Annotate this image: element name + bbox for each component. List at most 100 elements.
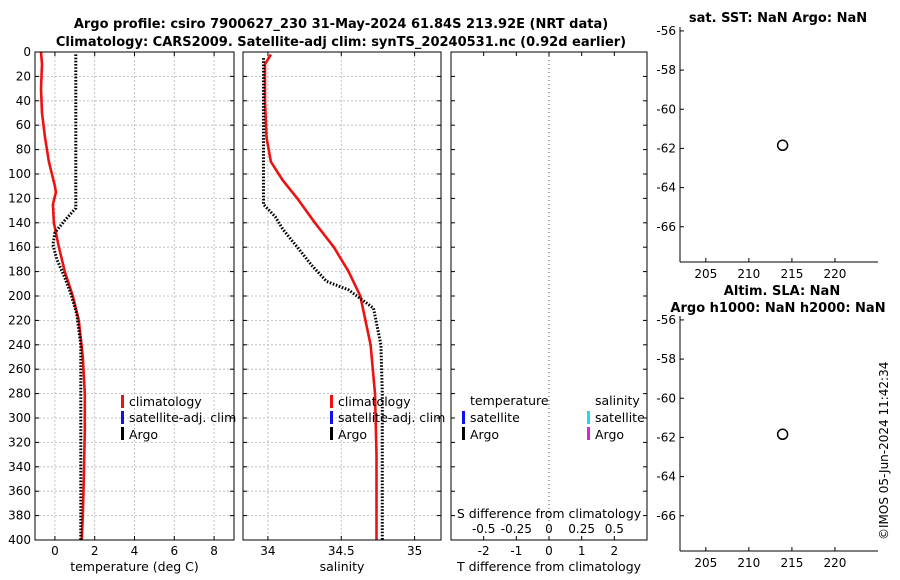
legend-climatology-swatch [121,395,124,408]
top-tick-label: -0.25 [501,522,532,536]
legend-sal-satellite-swatch [587,411,590,424]
map-area [680,316,878,551]
legend-satellite-swatch [121,411,124,424]
map-y-tick-label: -56 [656,24,676,38]
salinity-panel: 34 34.5 35 salinity [242,51,442,574]
legend-argo-label: Argo [338,427,367,442]
top-tick-label: 0 [545,522,553,536]
map-x-tick-label: 220 [824,556,847,570]
map-y-tick-label: -60 [656,102,676,116]
sla-map-title-line1: Altim. SLA: NaN [724,284,840,299]
difference-panel: -2 -1 0 1 2T difference from climatology S di… [450,51,648,574]
legend-satellite-swatch [330,411,333,424]
map-y-tick-label: -62 [656,141,676,155]
legend-sal-argo-label: Argo [595,427,624,442]
y-tick-label: 80 [16,143,31,157]
y-tick-label: 60 [16,118,31,132]
map-y-tick-label: -66 [656,509,676,523]
map-y-tick-label: -64 [656,181,676,195]
sla-map-panel: -56 -58 -60 -62 -64 -66 205 210 215 220 Altim. SLA… [656,284,885,570]
y-tick-label: 180 [8,265,31,279]
y-tick-label: 20 [16,69,31,83]
legend-climatology-label: climatology [338,394,411,409]
legend-temp-argo-label: Argo [470,427,499,442]
x-tick-label: -1 [510,544,522,558]
figure-title-line1: Argo profile: csiro 7900627_230 31-May-2… [74,17,608,32]
legend-satellite-label: satellite-adj. clim [129,410,236,425]
y-tick-label: 340 [8,460,31,474]
figure-title-line2: Climatology: CARS2009. Satellite-adj cli… [56,35,626,50]
x-tick-label: 4 [131,544,139,558]
y-tick-label: 360 [8,484,31,498]
x-tick-label: 35 [407,544,422,558]
y-tick-label: 300 [8,411,31,425]
x-tick-label: 6 [170,544,178,558]
x-axis-label: temperature (deg C) [70,559,199,574]
y-tick-label: 380 [8,509,31,523]
x-axis-label: T difference from climatology [456,559,642,574]
legend-satellite-label: satellite-adj. clim [338,410,445,425]
y-tick-label: 240 [8,338,31,352]
y-tick-label: 40 [16,94,31,108]
map-area [680,27,878,262]
map-y-tick-label: -66 [656,220,676,234]
sst-map-panel: -56 -58 -60 -62 -64 -66 205 210 215 220 sat. SST: … [656,11,878,281]
legend-argo-swatch [330,427,333,440]
map-x-tick-label: 215 [780,267,803,281]
series-climatology-line [39,51,87,541]
legend-argo-swatch [121,427,124,440]
y-tick-label: 280 [8,387,31,401]
legend-sal-satellite-label: satellite [595,410,645,425]
imos-timestamp-watermark: ©IMOS 05-Jun-2024 11:42:34 [877,362,891,540]
y-tick-label: 0 [23,45,31,59]
y-tick-label: 200 [8,289,31,303]
y-tick-label: 260 [8,362,31,376]
x-tick-label: 8 [210,544,218,558]
top-axis-label: S difference from climatology [457,506,642,521]
y-tick-label: 220 [8,313,31,327]
legend-temp-satellite-label: satellite [470,410,520,425]
legend-salinity-heading: salinity [595,393,640,408]
legend-temp-satellite-swatch [462,411,465,424]
legend-climatology-swatch [330,395,333,408]
legend-temperature-heading: temperature [470,393,549,408]
series-climatology-line [263,53,378,540]
x-tick-label: 34.5 [328,544,355,558]
map-x-tick-label: 215 [780,556,803,570]
legend-argo-label: Argo [129,427,158,442]
y-tick-label: 100 [8,167,31,181]
map-x-tick-label: 205 [694,556,717,570]
map-y-tick-label: -58 [656,63,676,77]
x-tick-label: 34 [260,544,275,558]
profile-location-marker [776,428,789,441]
x-tick-label: 1 [578,544,586,558]
difference-legend: temperature salinity satellite Argo sate… [462,393,645,442]
temperature-legend: climatology satellite-adj. clim Argo [121,394,236,442]
sla-map-title-line2: Argo h1000: NaN h2000: NaN [670,301,885,316]
salinity-legend: climatology satellite-adj. clim Argo [330,394,445,442]
y-tick-label: 140 [8,216,31,230]
map-y-tick-label: -62 [656,430,676,444]
map-x-tick-label: 220 [824,267,847,281]
temperature-panel: 0 2 4 6 8 temperature (deg C) 0 20 40 60 80 100 120 1… [8,45,235,574]
top-tick-label: -0.5 [472,522,495,536]
map-x-tick-label: 210 [737,267,760,281]
map-x-tick-label: 205 [694,267,717,281]
y-tick-label: 160 [8,240,31,254]
x-tick-label: 0 [545,544,553,558]
map-x-tick-label: 210 [737,556,760,570]
top-tick-label: 0.25 [568,522,595,536]
y-tick-label: 120 [8,191,31,205]
map-y-tick-label: -58 [656,352,676,366]
map-y-tick-label: -64 [656,470,676,484]
series-argo-line [262,58,384,540]
x-axis-label: salinity [320,559,365,574]
profile-location-marker [776,139,789,152]
legend-sal-argo-swatch [587,427,590,440]
top-tick-label: 0.5 [605,522,624,536]
x-tick-label: -2 [478,544,490,558]
map-y-tick-label: -60 [656,391,676,405]
y-tick-label: 320 [8,435,31,449]
